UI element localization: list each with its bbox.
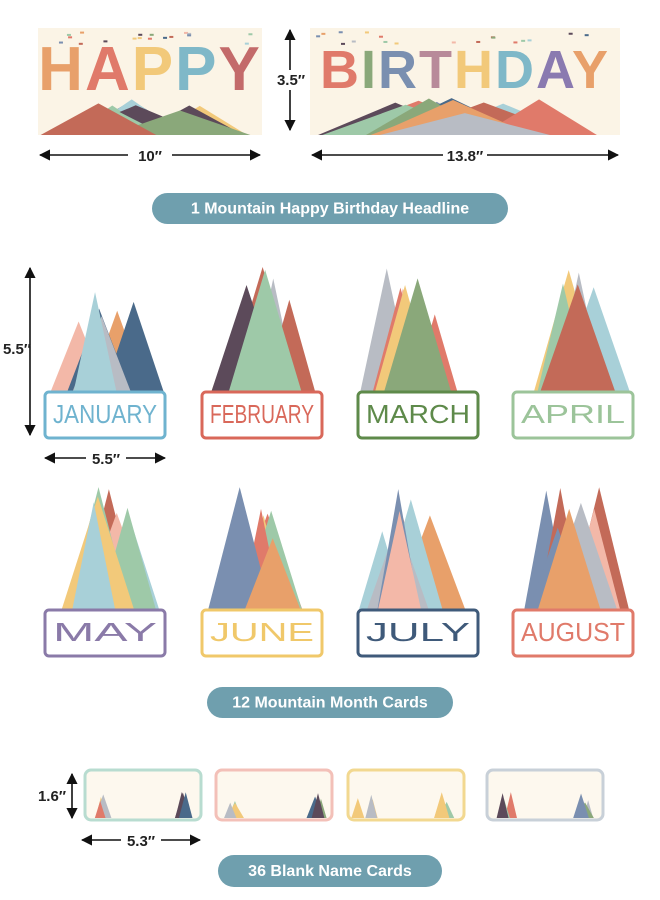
month-label-box [200,390,324,440]
label-bg [121,830,161,850]
confetti [138,33,143,36]
dimension-label: 5.5″ [92,451,120,468]
confetti [184,31,189,34]
mountain [224,802,237,818]
month-label-box [43,390,167,440]
mountain [94,800,106,818]
label-bg [274,70,308,90]
month-label: APRIL [521,399,625,429]
confetti [364,31,369,34]
mountain [178,792,193,818]
confetti [248,33,253,36]
confetti [147,37,152,40]
dimension-label: 10″ [138,148,162,165]
confetti [58,41,63,44]
name-card [214,768,334,822]
caption: 36 Blank Name Cards [248,863,412,880]
month-label: AUGUST [521,617,625,647]
name-card [83,768,203,822]
confetti [169,35,174,38]
confetti [187,34,192,37]
confetti [321,32,326,35]
month-label-box [511,390,635,440]
headline-word: BIRTHDAY [320,40,610,100]
confetti [568,32,573,35]
dimension-label: 5.5″ [3,341,31,358]
caption-pill [207,687,453,718]
name-card [346,768,466,822]
mountain [434,792,450,818]
confetti [103,40,108,43]
confetti [527,39,532,42]
dimension-label: 13.8″ [447,148,483,165]
mountain [351,798,365,818]
confetti [476,40,481,43]
caption: 12 Mountain Month Cards [232,695,428,712]
month-label-box [200,608,324,658]
confetti [80,31,85,34]
mountain [377,511,422,612]
confetti [132,37,137,40]
caption: 1 Mountain Happy Birthday Headline [191,201,469,218]
dimension-label: 5.3″ [127,833,155,850]
month-label: MARCH [366,399,470,429]
dimension-label: 3.5″ [277,72,305,89]
confetti [66,33,71,36]
month-label-box [43,608,167,658]
name-card [485,768,605,822]
confetti [378,35,383,38]
mountain [311,793,325,818]
mountain [379,113,550,135]
month-label: FEBRUARY [210,399,314,429]
confetti [341,42,346,45]
month-label: JUNE [210,617,314,647]
confetti [351,40,356,43]
mountain [573,793,589,818]
confetti [137,37,142,40]
mountain [496,793,509,818]
label-bg [443,145,487,165]
confetti [163,36,168,39]
month-label: MAY [53,617,157,647]
confetti [383,40,388,43]
mountain [539,284,617,394]
confetti [68,36,73,39]
mountain [71,502,116,612]
mountain [40,103,157,135]
month-label: JULY [366,617,470,647]
confetti [316,35,321,38]
mountain [207,487,272,612]
confetti [521,39,526,42]
mountain [73,292,117,394]
confetti [584,34,589,37]
content: HAPPY BIRTHDAY 3.5″ 10″ 13.8″ 1 Mountain Happ… [3,28,635,887]
confetti [244,42,249,45]
confetti [513,41,518,44]
label-bg [86,448,126,468]
mountain [243,538,302,612]
mountain [537,508,602,612]
mountain [228,269,303,394]
confetti [149,33,154,36]
confetti [338,31,343,34]
confetti [491,36,496,39]
confetti [78,42,83,45]
month-label-box [356,390,480,440]
mountain [365,794,378,818]
mountain [383,278,452,394]
headline-word: HAPPY [38,35,262,104]
confetti [451,41,456,44]
confetti [187,32,192,35]
confetti [394,42,399,45]
label-bg [128,145,172,165]
caption-pill [152,193,508,224]
caption-pill [218,855,442,887]
month-label-box [356,608,480,658]
month-label-box [511,608,635,658]
month-label: JANUARY [53,399,157,429]
dimension-label: 1.6″ [38,788,66,805]
